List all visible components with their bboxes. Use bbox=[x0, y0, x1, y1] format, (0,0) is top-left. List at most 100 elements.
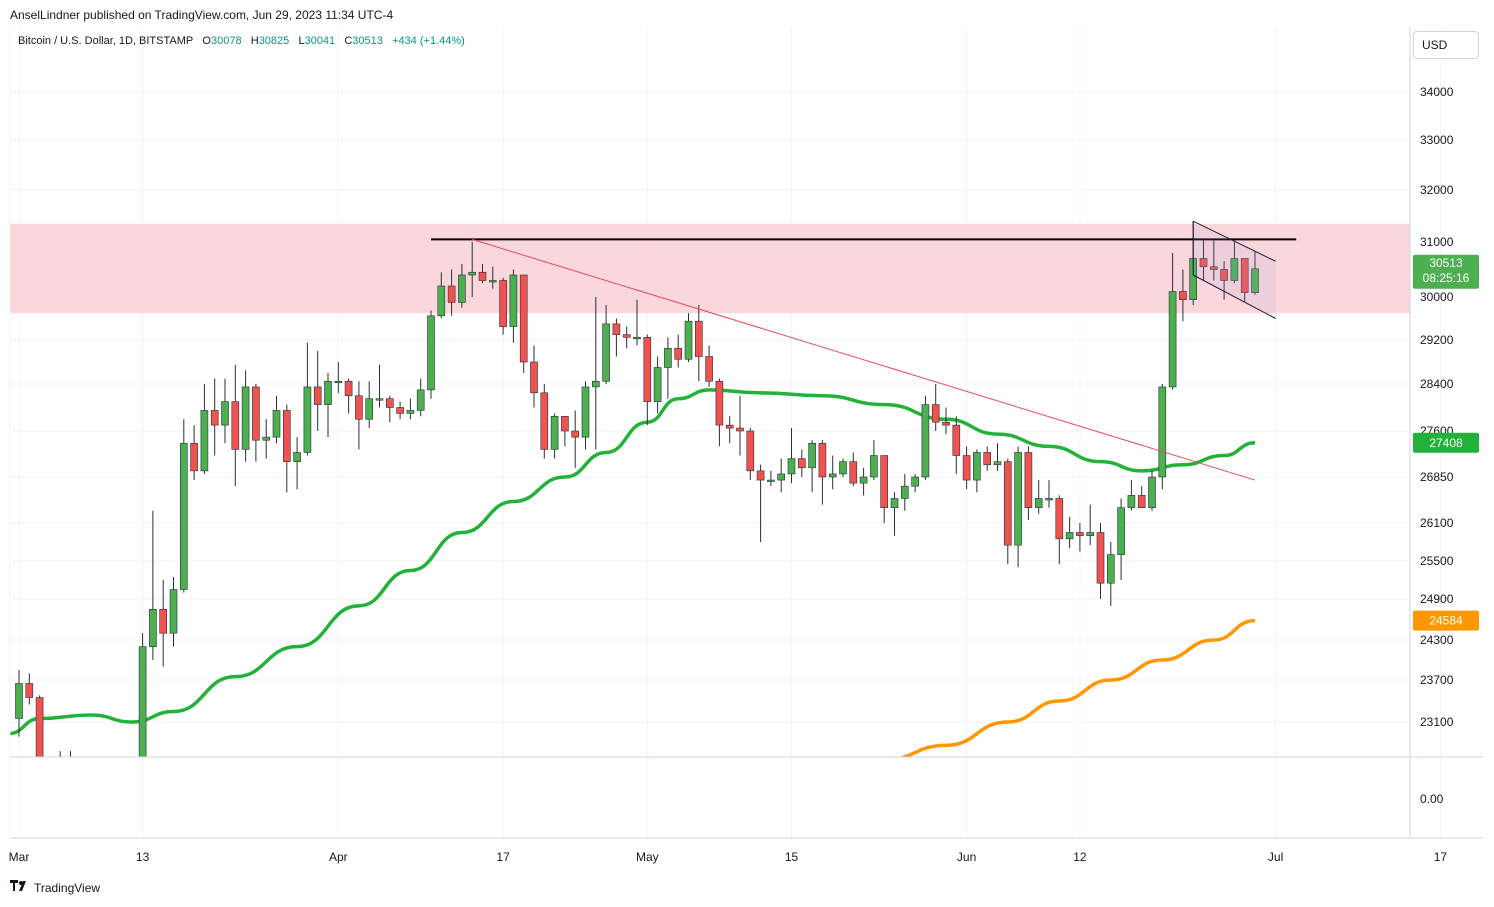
candle bbox=[437, 272, 446, 319]
candle-body bbox=[67, 760, 74, 763]
x-tick-label: Jul bbox=[1268, 850, 1283, 864]
tradingview-footer[interactable]: TradingView bbox=[10, 880, 100, 895]
candle bbox=[334, 362, 343, 393]
candle bbox=[684, 313, 693, 362]
candle bbox=[921, 395, 930, 481]
candle bbox=[1127, 480, 1136, 511]
candle-body bbox=[602, 323, 610, 382]
candle-body bbox=[468, 271, 477, 276]
low-value: 30041 bbox=[304, 35, 336, 47]
descending-trendline bbox=[472, 238, 1256, 481]
candle bbox=[1107, 542, 1115, 606]
y-tick-label: 28400 bbox=[1420, 377, 1454, 391]
change-value: +434 (+1.44%) bbox=[392, 35, 465, 47]
candle bbox=[725, 416, 734, 444]
candle bbox=[15, 670, 23, 737]
candle bbox=[931, 384, 940, 431]
candle-body bbox=[581, 386, 590, 438]
high-value: 30825 bbox=[258, 35, 290, 47]
y-tick-label: 33000 bbox=[1420, 133, 1454, 147]
candle-body bbox=[674, 347, 683, 360]
candle-body bbox=[643, 337, 652, 402]
candle bbox=[911, 473, 919, 493]
candle bbox=[119, 856, 126, 907]
candle bbox=[375, 364, 384, 408]
candle bbox=[458, 264, 466, 308]
candle bbox=[571, 410, 580, 468]
x-tick-label: Mar bbox=[9, 850, 30, 864]
candle bbox=[210, 378, 219, 456]
candles bbox=[15, 221, 1259, 907]
candle bbox=[736, 395, 744, 456]
candle-body bbox=[952, 424, 961, 456]
candle bbox=[355, 381, 363, 450]
y-tick-label: 23100 bbox=[1420, 715, 1454, 729]
candle bbox=[1014, 446, 1022, 568]
candle bbox=[169, 576, 178, 647]
candle-body bbox=[221, 401, 229, 426]
candle bbox=[849, 452, 858, 487]
candle-body bbox=[1148, 476, 1156, 508]
candle-body bbox=[890, 498, 899, 508]
candle bbox=[468, 242, 477, 297]
candle bbox=[282, 404, 291, 493]
candle-body bbox=[169, 589, 178, 634]
candle-body bbox=[1034, 498, 1043, 508]
candle bbox=[149, 510, 157, 660]
candle bbox=[1168, 253, 1177, 390]
candle-body bbox=[1251, 268, 1259, 294]
candle-body bbox=[962, 455, 971, 481]
ma50-badge-bg bbox=[1413, 432, 1479, 453]
candle bbox=[262, 419, 271, 459]
candle-body bbox=[1199, 258, 1208, 268]
candle bbox=[324, 373, 332, 438]
candle bbox=[787, 428, 796, 484]
y-tick-label: 32000 bbox=[1420, 183, 1454, 197]
candle-body bbox=[375, 398, 384, 401]
candle-body bbox=[77, 763, 84, 781]
candle bbox=[818, 440, 827, 505]
candle bbox=[622, 326, 631, 349]
y-tick-label: 31000 bbox=[1420, 235, 1454, 249]
candle-body bbox=[231, 401, 240, 450]
high-label: H bbox=[250, 35, 259, 47]
candle-body bbox=[396, 407, 404, 414]
candle-body bbox=[1045, 498, 1053, 501]
y-tick-label: 30000 bbox=[1420, 290, 1454, 304]
candle-body bbox=[1230, 258, 1239, 281]
candle-body bbox=[478, 271, 487, 281]
candle-body bbox=[725, 424, 734, 429]
candle-body bbox=[767, 479, 775, 482]
candle bbox=[561, 416, 569, 447]
candle-body bbox=[1096, 532, 1105, 584]
candle bbox=[67, 751, 74, 763]
currency-selector[interactable]: USD bbox=[1413, 31, 1479, 59]
candle-body bbox=[1065, 532, 1074, 540]
candle-body bbox=[406, 410, 415, 414]
candle bbox=[252, 384, 260, 462]
x-tick-label: 17 bbox=[1434, 850, 1448, 864]
candle bbox=[890, 492, 899, 536]
candle-body bbox=[818, 442, 827, 478]
x-tick-label: 13 bbox=[136, 850, 150, 864]
candle-body bbox=[98, 804, 105, 883]
candle-body bbox=[262, 436, 271, 441]
candle-body bbox=[859, 476, 868, 484]
candle bbox=[344, 378, 353, 414]
candle-body bbox=[365, 398, 374, 420]
candle bbox=[674, 334, 683, 368]
candle-body bbox=[1220, 269, 1228, 281]
candle-body bbox=[447, 285, 456, 303]
candle bbox=[767, 470, 775, 487]
candle-body bbox=[622, 334, 631, 338]
candle bbox=[1179, 269, 1187, 322]
candle-body bbox=[684, 320, 693, 360]
x-tick-label: 12 bbox=[1073, 850, 1087, 864]
candle-body bbox=[694, 320, 703, 357]
symbol-name: Bitcoin / U.S. Dollar, 1D, BITSTAMP bbox=[18, 35, 194, 47]
symbol-legend: Bitcoin / U.S. Dollar, 1D, BITSTAMP O300… bbox=[18, 35, 465, 47]
y-tick-label: 24900 bbox=[1420, 592, 1454, 606]
candle bbox=[1220, 261, 1228, 300]
candle bbox=[705, 345, 713, 387]
